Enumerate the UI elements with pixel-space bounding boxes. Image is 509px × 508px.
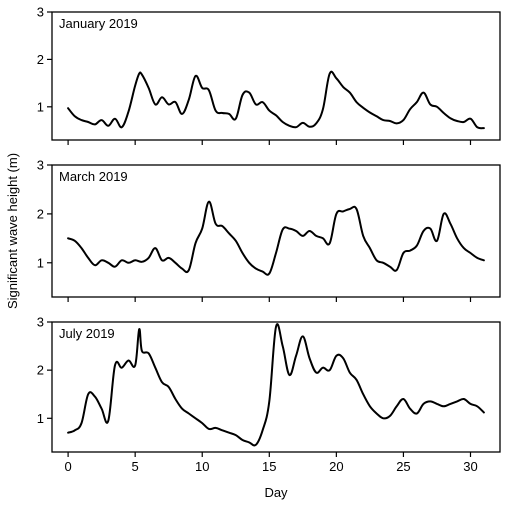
- plot-frame: [51, 11, 501, 141]
- y-axis-label: Significant wave height (m): [5, 153, 20, 309]
- y-tick-label: 1: [37, 255, 44, 270]
- y-tick-label: 2: [37, 206, 44, 221]
- y-tick-label: 1: [37, 99, 44, 114]
- x-tick-label: 25: [396, 459, 410, 474]
- y-tick-label: 2: [37, 363, 44, 378]
- y-tick-label: 3: [37, 158, 44, 173]
- x-axis-label: Day: [264, 485, 288, 500]
- y-tick-label: 2: [37, 52, 44, 67]
- panel-title: January 2019: [59, 16, 138, 31]
- series-line: [67, 70, 485, 130]
- panel-title: March 2019: [59, 169, 128, 184]
- y-tick-label: 3: [37, 315, 44, 330]
- panel-title: July 2019: [59, 326, 115, 341]
- x-tick-label: 5: [132, 459, 139, 474]
- panel-january: January 2019 1 2 3: [37, 5, 501, 145]
- series-line: [67, 200, 485, 276]
- y-tick-label: 1: [37, 411, 44, 426]
- x-tick-label: 20: [329, 459, 343, 474]
- y-tick-label: 3: [37, 5, 44, 20]
- x-tick-label: 15: [262, 459, 276, 474]
- plot-frame: [51, 321, 501, 453]
- x-tick-label: 10: [195, 459, 209, 474]
- series-line: [67, 323, 485, 447]
- plot-frame: [51, 164, 501, 298]
- x-tick-label: 0: [64, 459, 71, 474]
- x-tick-label: 30: [463, 459, 477, 474]
- panel-march: March 2019 1 2 3: [37, 158, 501, 302]
